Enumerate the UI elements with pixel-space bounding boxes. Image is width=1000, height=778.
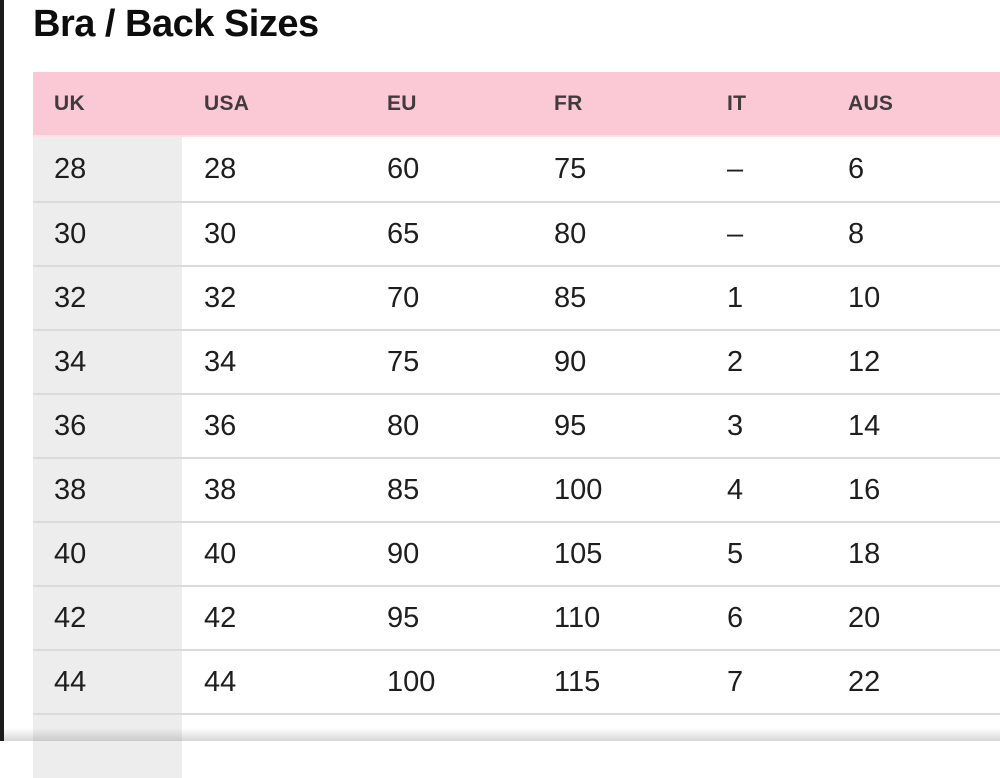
table-cell: 75 xyxy=(532,136,705,202)
table-cell: 3 xyxy=(705,393,826,458)
table-cell: 85 xyxy=(532,265,705,330)
column-header-aus: AUS xyxy=(826,72,1000,137)
table-cell: 28 xyxy=(182,136,365,202)
table-cell: 1 xyxy=(705,265,826,330)
table-cell xyxy=(532,713,705,778)
table-cell: 85 xyxy=(365,457,532,522)
table-row: 40 40 90 105 5 18 xyxy=(33,521,1000,586)
table-cell: 10 xyxy=(826,265,1000,330)
table-cell: 75 xyxy=(365,329,532,394)
table-cell: 32 xyxy=(182,265,365,330)
table-cell: 40 xyxy=(182,521,365,586)
table-cell: 70 xyxy=(365,265,532,330)
table-cell: – xyxy=(705,201,826,266)
table-cell: 28 xyxy=(33,136,182,202)
left-edge-strip xyxy=(0,0,4,741)
table-cell: 12 xyxy=(826,329,1000,394)
table-cell: 105 xyxy=(532,521,705,586)
table-cell: 38 xyxy=(182,457,365,522)
table-cell: 80 xyxy=(365,393,532,458)
table-cell: 6 xyxy=(705,585,826,650)
table-cell: 22 xyxy=(826,649,1000,714)
table-cell xyxy=(365,713,532,778)
table-cell: 115 xyxy=(532,649,705,714)
table-row: 28 28 60 75–6 xyxy=(33,136,1000,202)
table-cell: 90 xyxy=(532,329,705,394)
column-header-it: IT xyxy=(705,72,826,137)
table-cell xyxy=(705,713,826,778)
table-cell: 100 xyxy=(532,457,705,522)
table-cell: 36 xyxy=(182,393,365,458)
column-header-usa: USA xyxy=(182,72,365,137)
table-cell: 42 xyxy=(33,585,182,650)
table-row: 36 36 80 95 3 14 xyxy=(33,393,1000,458)
table-cell: 44 xyxy=(33,649,182,714)
table-cell: 32 xyxy=(33,265,182,330)
table-cell: 65 xyxy=(365,201,532,266)
table-cell: 40 xyxy=(33,521,182,586)
table-row: 32 32 70 85 1 10 xyxy=(33,265,1000,330)
table-row: 44 44 100 115 7 22 xyxy=(33,649,1000,714)
table-cell: 2 xyxy=(705,329,826,394)
table-cell: 8 xyxy=(826,201,1000,266)
table-cell: 34 xyxy=(182,329,365,394)
table-cell: 44 xyxy=(182,649,365,714)
table-cell: 34 xyxy=(33,329,182,394)
bra-back-sizes-table: UK USA EU FR IT AUS 28 28 60 75–6 30 30 65 80–8 32 32 7… xyxy=(33,72,1000,778)
table-cell: – xyxy=(705,136,826,202)
table-row-partial xyxy=(33,713,1000,778)
table-cell: 80 xyxy=(532,201,705,266)
table-cell: 20 xyxy=(826,585,1000,650)
table-cell: 38 xyxy=(33,457,182,522)
table-row: 42 42 95 110 6 20 xyxy=(33,585,1000,650)
table-cell xyxy=(33,713,182,778)
column-header-uk: UK xyxy=(33,72,182,137)
table-cell: 90 xyxy=(365,521,532,586)
table-cell: 36 xyxy=(33,393,182,458)
table-cell: 42 xyxy=(182,585,365,650)
table-cell: 60 xyxy=(365,136,532,202)
size-table-container: UK USA EU FR IT AUS 28 28 60 75–6 30 30 65 80–8 32 32 7… xyxy=(33,72,1000,778)
table-cell xyxy=(826,713,1000,778)
table-cell: 30 xyxy=(182,201,365,266)
table-row: 30 30 65 80–8 xyxy=(33,201,1000,266)
table-cell: 6 xyxy=(826,136,1000,202)
table-row: 38 38 85 100 4 16 xyxy=(33,457,1000,522)
table-header-row: UK USA EU FR IT AUS xyxy=(33,72,1000,137)
table-row: 34 34 75 90 2 12 xyxy=(33,329,1000,394)
table-cell: 14 xyxy=(826,393,1000,458)
table-cell: 18 xyxy=(826,521,1000,586)
table-cell: 110 xyxy=(532,585,705,650)
table-cell: 16 xyxy=(826,457,1000,522)
table-cell: 7 xyxy=(705,649,826,714)
column-header-fr: FR xyxy=(532,72,705,137)
table-cell: 95 xyxy=(365,585,532,650)
table-cell: 95 xyxy=(532,393,705,458)
table-cell: 100 xyxy=(365,649,532,714)
column-header-eu: EU xyxy=(365,72,532,137)
table-cell: 5 xyxy=(705,521,826,586)
table-cell xyxy=(182,713,365,778)
page-title: Bra / Back Sizes xyxy=(33,3,319,45)
table-cell: 30 xyxy=(33,201,182,266)
table-cell: 4 xyxy=(705,457,826,522)
